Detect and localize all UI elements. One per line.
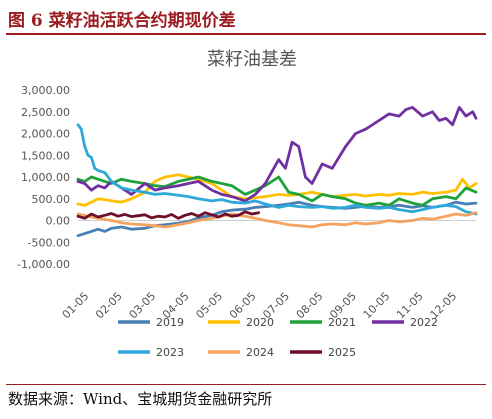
legend-label-2020: 2020: [246, 316, 274, 329]
legend-label-2022: 2022: [410, 316, 438, 329]
series-line-2019: [76, 200, 478, 238]
series-line-2025: [76, 210, 261, 220]
x-tick-label: 02-05: [93, 290, 125, 322]
legend-label-2024: 2024: [246, 346, 274, 359]
y-tick-label: 0.00: [46, 215, 71, 228]
series-line-2020: [76, 173, 478, 207]
y-tick-label: 3,000.00: [21, 84, 70, 97]
y-tick-label: 2,500.00: [21, 106, 70, 119]
series-line-2024: [76, 211, 478, 229]
footer-rule: [6, 384, 486, 385]
series-layer: [76, 106, 478, 238]
y-tick-label: -500.00: [28, 236, 70, 249]
legend-label-2025: 2025: [328, 346, 356, 359]
chart-title: 菜籽油基差: [207, 49, 297, 70]
legend: 2019 2020 2021 2022 2023 2024 2025: [118, 316, 438, 359]
x-tick-label: 08-05: [294, 290, 326, 322]
y-tick-label: 500.00: [32, 193, 71, 206]
series-line-2022: [76, 106, 478, 203]
figure-header: 图 6 菜籽油活跃合约期现价差: [0, 0, 492, 36]
series-line-2021: [76, 175, 478, 207]
y-tick-label: 1,000.00: [21, 171, 70, 184]
y-tick-label: 1,500.00: [21, 149, 70, 162]
figure-label: 图 6 菜籽油活跃合约期现价差: [8, 10, 236, 31]
series-line-2023: [76, 123, 478, 216]
y-tick-label: 2,000.00: [21, 128, 70, 141]
x-tick-label: 03-05: [127, 290, 159, 322]
legend-label-2021: 2021: [328, 316, 356, 329]
data-source-note: 数据来源：Wind、宝城期货金融研究所: [8, 390, 273, 408]
x-tick-label: 10-05: [361, 290, 393, 322]
y-tick-label: -1,000.00: [17, 258, 70, 271]
basis-line-chart: 菜籽油基差 -1,000.00 -500.00 0.00 500.00 1,000.00…: [17, 49, 478, 359]
x-tick-label: 05-05: [193, 290, 225, 322]
legend-label-2023: 2023: [156, 346, 184, 359]
header-rule: [6, 33, 486, 35]
x-tick-label: 01-05: [60, 290, 92, 322]
legend-label-2019: 2019: [156, 316, 184, 329]
